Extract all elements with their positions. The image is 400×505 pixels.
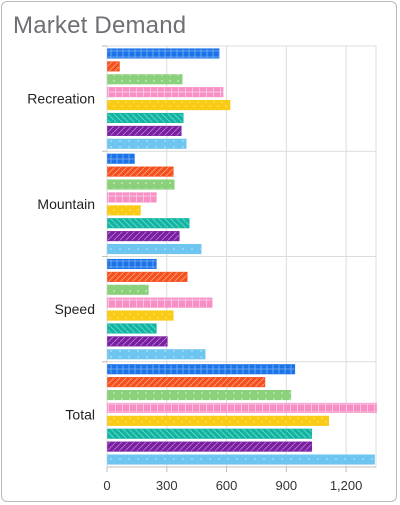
bar (107, 179, 175, 190)
bar (107, 271, 188, 282)
category-label: Total (65, 406, 95, 422)
bar (107, 441, 313, 452)
x-tick-label: 900 (275, 478, 297, 493)
bar (107, 125, 182, 136)
x-tick-label: 600 (216, 478, 238, 493)
bar (107, 87, 224, 98)
bar (107, 402, 377, 413)
bar (107, 297, 213, 308)
bar (107, 192, 157, 203)
category-label: Recreation (27, 91, 95, 107)
category-label: Mountain (37, 196, 95, 212)
bars-layer (107, 48, 377, 465)
chart-title: Market Demand (13, 12, 187, 39)
bar (107, 48, 220, 59)
bar (107, 74, 183, 85)
axis-layer: 0 300 600 900 1,200 Recreation Mountain Speed To… (27, 45, 376, 493)
bar (107, 205, 141, 216)
bar (107, 454, 375, 465)
bar (107, 310, 174, 321)
bar (107, 258, 157, 270)
bar (107, 231, 180, 242)
x-tick-label: 0 (103, 478, 110, 493)
bar (107, 112, 184, 124)
bar (107, 428, 313, 439)
bar (107, 377, 266, 388)
bar (107, 153, 135, 164)
bar (107, 415, 329, 426)
bar (107, 166, 174, 177)
bar (107, 349, 206, 360)
bar (107, 389, 292, 401)
bar (107, 323, 157, 334)
category-label: Speed (55, 301, 95, 317)
bar (107, 284, 149, 295)
x-tick-label: 300 (156, 478, 178, 493)
bar (107, 364, 296, 375)
bar (107, 243, 202, 255)
x-tick-label: 1,200 (330, 478, 363, 493)
bar (107, 336, 168, 347)
bar (107, 218, 190, 229)
bar (107, 138, 187, 149)
bar (107, 100, 231, 111)
bar (107, 61, 120, 72)
